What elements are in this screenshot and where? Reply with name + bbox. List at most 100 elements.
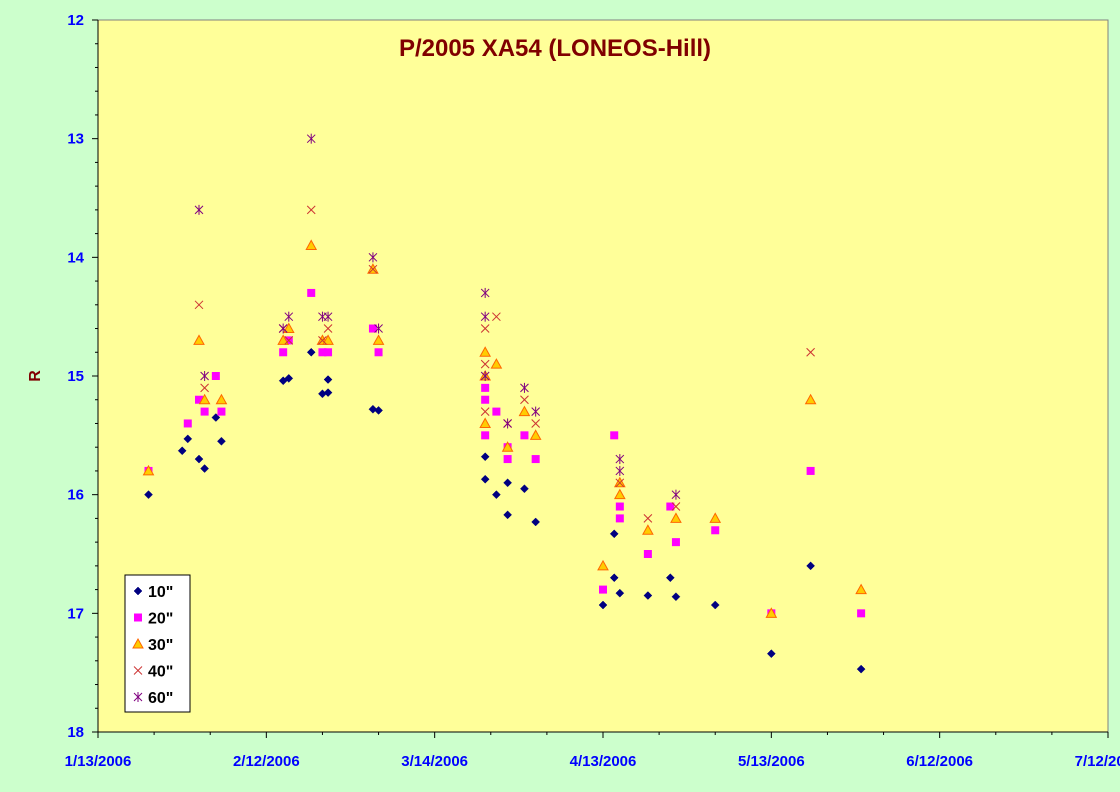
legend-label: 20" (148, 611, 173, 628)
data-point (856, 664, 866, 674)
data-point (195, 395, 203, 404)
data-point (503, 455, 512, 464)
legend-marker (133, 692, 143, 702)
plot-area (97, 19, 1109, 733)
data-point (194, 454, 204, 464)
data-point (368, 324, 377, 333)
data-point (200, 464, 209, 473)
data-point (520, 382, 529, 393)
y-axis-title: R (27, 370, 44, 382)
data-point (374, 406, 383, 415)
x-tick-label: 4/13/2006 (570, 753, 637, 770)
data-point (599, 585, 607, 594)
data-point (307, 288, 316, 297)
data-point (609, 573, 619, 583)
data-point (490, 358, 503, 369)
data-point (765, 607, 778, 618)
data-point (211, 372, 220, 380)
data-point (642, 524, 654, 535)
data-point (481, 395, 490, 404)
data-point (615, 478, 625, 488)
x-tick-label: 3/14/2006 (401, 753, 468, 770)
data-point (666, 502, 675, 511)
data-point (323, 311, 333, 322)
data-point (183, 419, 192, 428)
y-tick-label: 17 (67, 605, 84, 622)
data-point (323, 324, 333, 333)
data-point (615, 454, 625, 465)
y-tick-label: 12 (67, 12, 84, 29)
x-tick-label: 7/12/2006 (1075, 753, 1120, 770)
data-point (200, 407, 209, 416)
data-point (670, 512, 682, 523)
y-tick-label: 16 (67, 487, 84, 504)
data-point (598, 600, 608, 610)
data-point (481, 383, 490, 392)
legend-label: 10" (148, 584, 173, 601)
data-point (480, 371, 490, 381)
data-point (200, 383, 209, 393)
y-tick-label: 13 (67, 131, 84, 148)
data-point (481, 431, 490, 440)
data-point (368, 404, 378, 414)
data-point (278, 323, 288, 334)
data-point (597, 559, 609, 571)
data-point (501, 441, 514, 452)
legend-marker (133, 666, 143, 675)
data-point (503, 418, 512, 429)
data-point (615, 588, 625, 598)
x-tick-label: 6/12/2006 (906, 753, 973, 770)
axes (92, 19, 1109, 738)
data-point (710, 600, 720, 610)
data-point (480, 359, 490, 369)
data-point (503, 478, 512, 488)
data-point (529, 429, 542, 440)
legend-marker (132, 637, 144, 649)
data-point (306, 133, 316, 144)
data-point (609, 529, 619, 539)
data-point (306, 205, 316, 215)
y-tick-labels: 12 13 14 15 16 17 18 (67, 12, 84, 741)
data-point (480, 324, 490, 333)
data-marks (142, 133, 867, 674)
series-5 (194, 133, 681, 500)
data-point (671, 489, 681, 500)
data-point (671, 502, 681, 511)
data-point (306, 347, 316, 357)
data-point (518, 405, 531, 417)
data-point (643, 591, 653, 600)
data-point (806, 347, 815, 357)
data-point (766, 649, 776, 659)
data-point (806, 466, 815, 475)
data-point (284, 374, 294, 383)
data-point (284, 336, 294, 345)
data-point (709, 512, 722, 523)
data-point (665, 573, 675, 583)
data-point (200, 371, 209, 381)
data-point (671, 538, 680, 547)
data-point (479, 417, 492, 428)
series-1 (144, 347, 866, 674)
data-point (323, 388, 333, 397)
data-point (711, 526, 720, 535)
legend-marker (134, 613, 142, 622)
data-point (671, 592, 681, 602)
data-point (215, 393, 228, 405)
chart-title: P/2005 XA54 (LONEOS-Hill) (399, 35, 711, 62)
data-point (857, 609, 866, 618)
data-point (520, 431, 529, 440)
legend: 10" 20" 30" 40" 60" (124, 574, 191, 713)
data-point (194, 300, 204, 310)
x-tick-label: 1/13/2006 (65, 753, 132, 770)
series-3 (142, 239, 867, 618)
data-point (806, 561, 815, 571)
y-tick-label: 14 (67, 249, 84, 266)
data-point (531, 406, 541, 417)
data-point (503, 510, 512, 520)
data-point (643, 550, 652, 558)
x-tick-label: 5/13/2006 (738, 753, 805, 770)
data-point (142, 464, 155, 476)
data-point (520, 395, 529, 405)
data-point (183, 434, 193, 444)
data-point (144, 490, 153, 500)
